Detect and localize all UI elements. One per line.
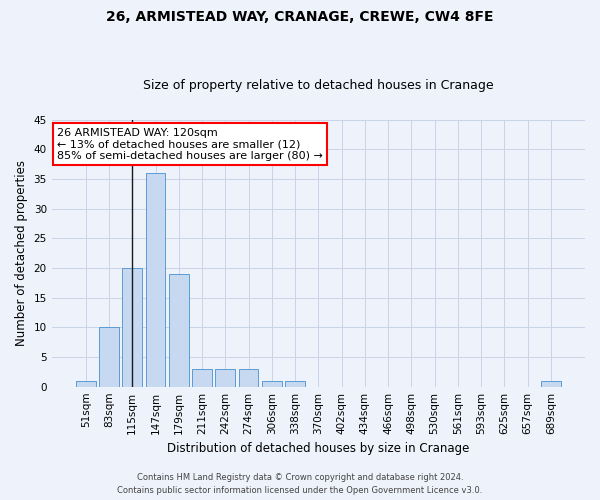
Bar	[122, 268, 142, 386]
Bar	[76, 380, 95, 386]
Bar	[99, 328, 119, 386]
Bar	[215, 369, 235, 386]
Text: Contains HM Land Registry data © Crown copyright and database right 2024.
Contai: Contains HM Land Registry data © Crown c…	[118, 474, 482, 495]
Bar	[262, 380, 282, 386]
X-axis label: Distribution of detached houses by size in Cranage: Distribution of detached houses by size …	[167, 442, 470, 455]
Text: 26, ARMISTEAD WAY, CRANAGE, CREWE, CW4 8FE: 26, ARMISTEAD WAY, CRANAGE, CREWE, CW4 8…	[106, 10, 494, 24]
Bar	[285, 380, 305, 386]
Title: Size of property relative to detached houses in Cranage: Size of property relative to detached ho…	[143, 79, 494, 92]
Text: 26 ARMISTEAD WAY: 120sqm
← 13% of detached houses are smaller (12)
85% of semi-d: 26 ARMISTEAD WAY: 120sqm ← 13% of detach…	[57, 128, 323, 161]
Bar	[169, 274, 188, 386]
Bar	[541, 380, 561, 386]
Bar	[192, 369, 212, 386]
Bar	[146, 173, 166, 386]
Bar	[239, 369, 259, 386]
Y-axis label: Number of detached properties: Number of detached properties	[15, 160, 28, 346]
